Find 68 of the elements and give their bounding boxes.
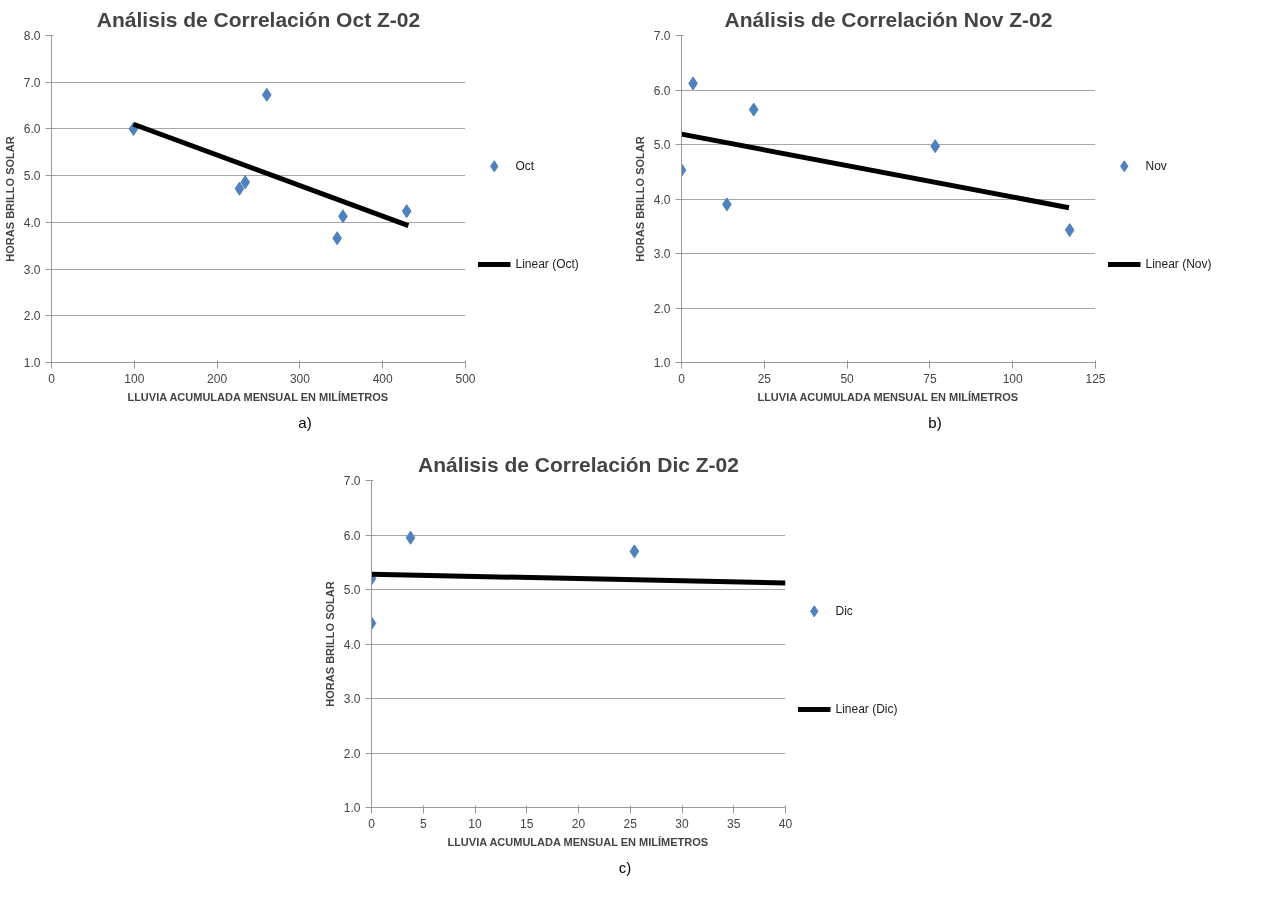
x-tick-label: 125 [1085,371,1106,386]
x-tick-label: 5 [419,816,427,831]
y-tick-label: 7.0 [23,75,41,90]
point [240,175,251,190]
legend-label: Nov [1145,159,1167,174]
point [401,204,412,219]
legend-label: Dic [835,604,853,619]
text: a) [298,413,312,433]
point [748,102,759,117]
y-tick-label: 5.0 [343,583,361,597]
y-tick-label: 3.0 [653,247,671,261]
y-tick-label: 4.0 [23,215,41,230]
legend-label: Oct [515,159,535,174]
x-tick-label: 50 [840,371,855,386]
x-tick-label: 20 [571,816,586,831]
x-tick-label: 400 [372,371,394,386]
y-tick-label: 5.0 [653,138,671,152]
y-tick-label: 1.0 [653,356,671,370]
x-tick-label: 40 [778,816,793,831]
y-tick-label: 2.0 [653,301,671,316]
x-tick-label: 300 [289,371,311,386]
y-tick-label: 2.0 [23,309,41,324]
legend-label: Linear (Dic) [835,702,898,717]
x-tick-label: 200 [207,371,228,386]
y-tick-label: 4.0 [653,192,671,207]
y-tick-label: 4.0 [343,637,361,652]
x-tick-label: 75 [923,371,937,386]
y-tick-label: 7.0 [343,474,361,488]
y-tick-label: 6.0 [653,83,671,98]
y-tick-label: 6.0 [23,122,41,137]
x-tick-label: 0 [368,816,376,831]
x-tick-label: 0 [678,371,686,386]
point [261,87,272,102]
y-axis-title: HORAS BRILLO SOLAR [633,136,646,262]
x-axis-title: LLUVIA ACUMULADA MENSUAL EN MILÍMETROS [447,835,709,848]
y-tick-label: 1.0 [23,356,41,370]
y-tick-label: 8.0 [23,29,41,43]
point [234,181,245,196]
y-tick-label: 2.0 [343,746,361,761]
chart-title: Análisis de Correlación Dic Z-02 [418,452,739,476]
y-tick-label: 7.0 [653,29,671,43]
y-tick-label: 5.0 [23,169,41,184]
legend-label: Linear (Oct) [515,257,579,272]
legend-label: Linear (Nov) [1145,257,1212,272]
y-tick-label: 1.0 [343,801,361,815]
chart-title: Análisis de Correlación Nov Z-02 [724,7,1053,31]
y-tick-label: 3.0 [343,692,361,706]
y-tick-label: 3.0 [23,262,41,277]
x-tick-label: 25 [757,371,772,386]
x-axis-title: LLUVIA ACUMULADA MENSUAL EN MILÍMETROS [757,390,1019,403]
x-tick-label: 10 [468,816,482,831]
y-axis-title: HORAS BRILLO SOLAR [323,581,336,707]
x-tick-label: 100 [1002,371,1024,386]
x-tick-label: 500 [455,371,476,386]
point [930,139,941,154]
x-tick-label: 15 [520,816,534,831]
y-tick-label: 6.0 [343,528,361,543]
y-axis-title: HORAS BRILLO SOLAR [3,136,16,262]
x-tick-label: 25 [623,816,638,831]
text: b) [928,413,942,433]
x-axis-title: LLUVIA ACUMULADA MENSUAL EN MILÍMETROS [127,390,389,403]
x-tick-label: 30 [675,816,689,831]
chart-title: Análisis de Correlación Oct Z-02 [96,7,421,31]
x-tick-label: 35 [727,816,741,831]
x-tick-label: 100 [124,371,145,386]
text: c) [618,858,632,878]
point [1064,223,1075,238]
x-tick-label: 0 [48,371,56,386]
